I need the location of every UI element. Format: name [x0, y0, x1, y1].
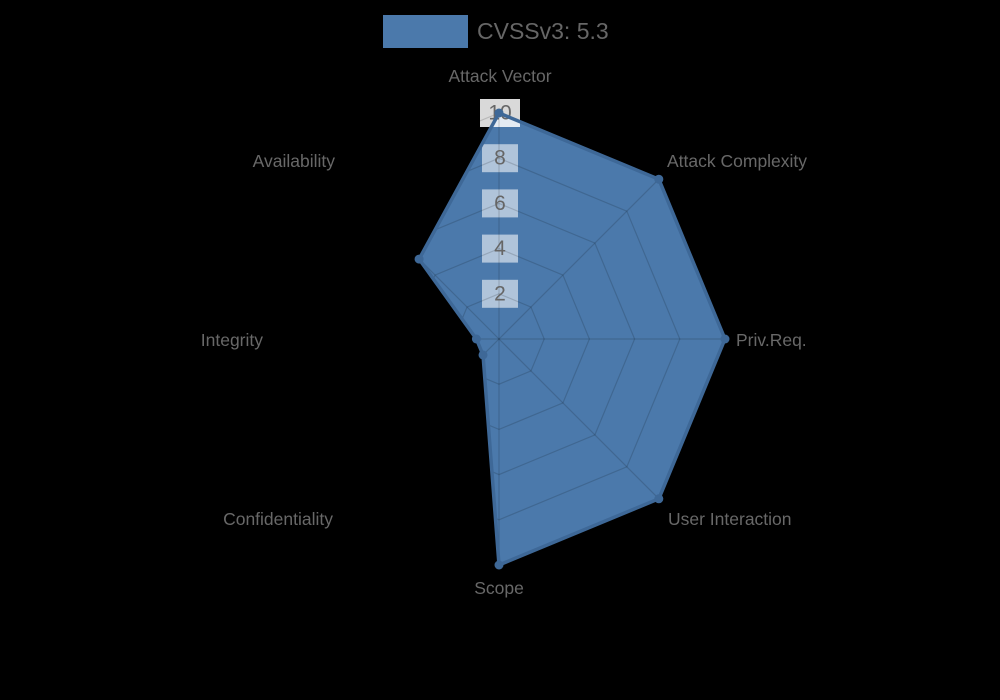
grid-ring-8 [317, 157, 681, 521]
grid-spoke-5 [338, 338, 500, 500]
axis-label-confidentiality: Confidentiality [223, 509, 333, 529]
tick-label-2: 2 [494, 282, 506, 305]
legend-label: CVSSv3: 5.3 [477, 18, 609, 44]
legend-color-box [383, 15, 468, 48]
grid-spoke-1 [498, 178, 660, 340]
axis-label-user-interaction: User Interaction [668, 509, 792, 529]
axis-label-integrity: Integrity [201, 330, 263, 350]
data-point-priv-req- [720, 334, 730, 344]
legend-item-cvssv3[interactable]: CVSSv3: 5.3 [383, 15, 609, 48]
grid-ring-6 [362, 202, 636, 476]
axis-label-attack-vector: Attack Vector [448, 66, 551, 86]
data-point-attack-complexity [654, 174, 664, 184]
data-point-attack-vector [494, 108, 504, 118]
tick-label-4: 4 [494, 237, 506, 260]
series-fill-polygon [419, 113, 725, 565]
grid-ring-4 [407, 247, 591, 431]
axis-label-scope: Scope [474, 578, 524, 598]
tick-backdrop-8 [482, 144, 518, 173]
tick-label-6: 6 [494, 192, 506, 215]
axis-label-priv-req-: Priv.Req. [736, 330, 807, 350]
tick-label-8: 8 [494, 147, 506, 170]
data-point-integrity [471, 334, 481, 344]
data-point-user-interaction [654, 494, 664, 504]
data-point-confidentiality [478, 350, 488, 360]
tick-backdrop-4 [482, 234, 518, 263]
axis-label-availability: Availability [253, 151, 336, 171]
data-point-scope [494, 560, 504, 570]
axis-label-attack-complexity: Attack Complexity [667, 151, 807, 171]
data-point-availability [414, 254, 424, 264]
tick-backdrop-6 [482, 189, 518, 218]
tick-backdrop-2 [482, 279, 518, 308]
grid-spoke-3 [498, 338, 660, 500]
